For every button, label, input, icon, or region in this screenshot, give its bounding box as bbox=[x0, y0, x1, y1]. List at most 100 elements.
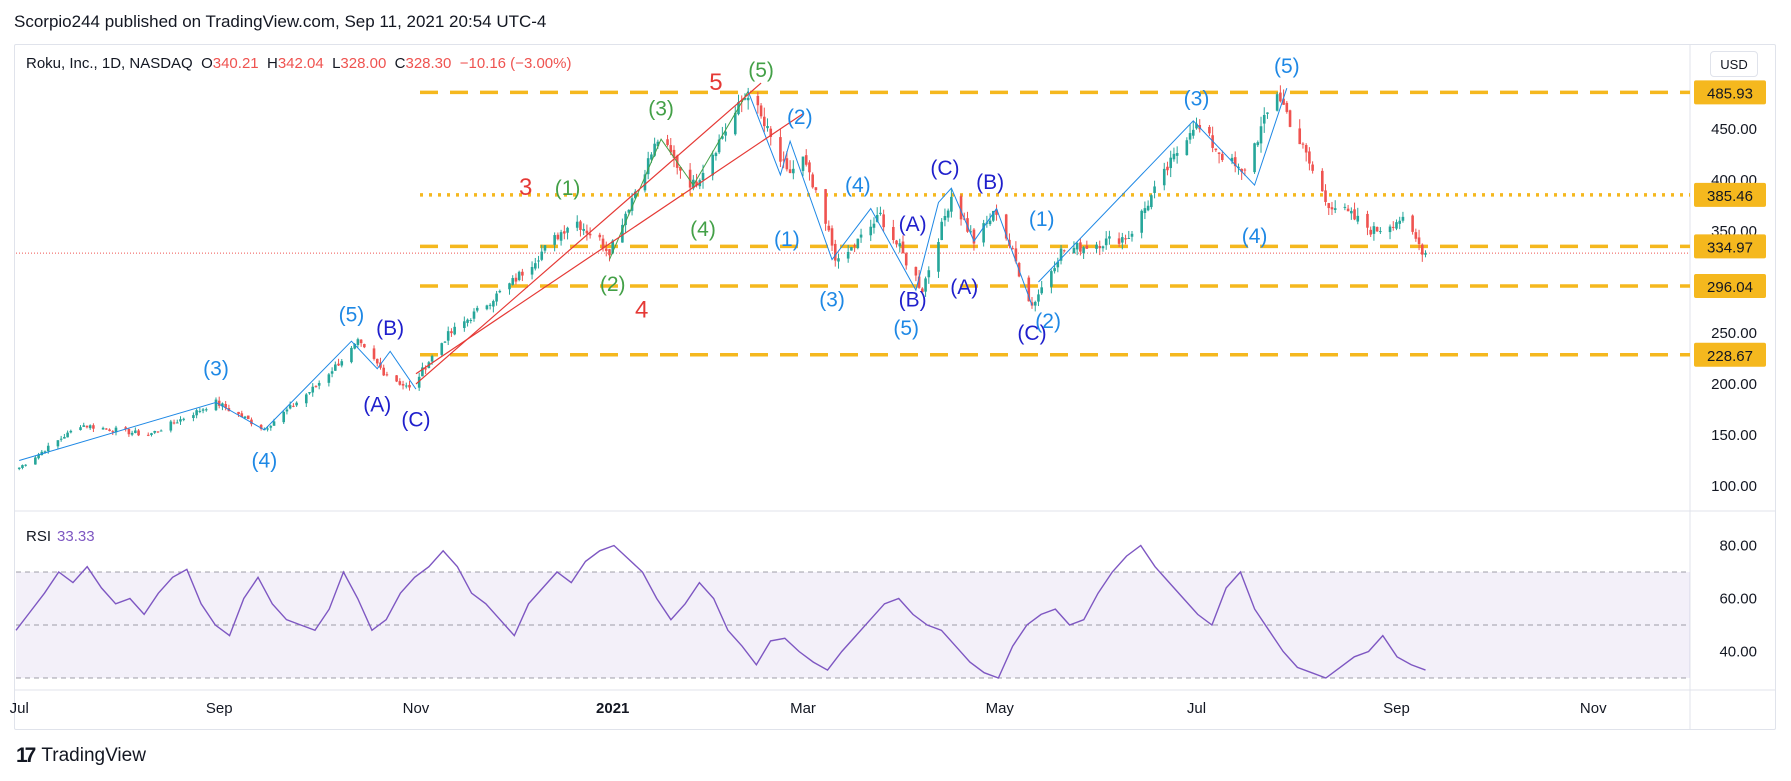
candle-body bbox=[488, 304, 492, 306]
candle-body bbox=[608, 249, 611, 256]
candle-body bbox=[946, 210, 950, 218]
candle-body bbox=[869, 226, 873, 236]
wave-label: (C) bbox=[1017, 322, 1046, 345]
currency-button[interactable]: USD bbox=[1710, 51, 1758, 77]
candle-body bbox=[1233, 157, 1237, 167]
candle-body bbox=[1172, 153, 1176, 160]
candle-body bbox=[950, 196, 953, 212]
candle-body bbox=[292, 405, 295, 407]
footer-brand[interactable]: 17 TradingView bbox=[16, 744, 146, 768]
candle-body bbox=[1095, 244, 1098, 249]
candle-body bbox=[992, 210, 995, 221]
candle-body bbox=[1195, 123, 1198, 129]
price-tick-label: 250.00 bbox=[1711, 325, 1757, 342]
candle-body bbox=[556, 234, 560, 240]
candle-body bbox=[1230, 157, 1234, 162]
candle-body bbox=[372, 348, 376, 359]
candle-body bbox=[1327, 203, 1331, 209]
candle-body bbox=[995, 209, 998, 215]
candle-body bbox=[530, 266, 534, 275]
candle-body bbox=[201, 409, 205, 411]
candle-body bbox=[1127, 238, 1131, 240]
candle-body bbox=[353, 343, 356, 349]
candle-body bbox=[63, 436, 66, 439]
candle-body bbox=[153, 430, 156, 433]
candle-body bbox=[1395, 222, 1398, 229]
candle-body bbox=[611, 240, 615, 254]
wave-label: (3) bbox=[1184, 87, 1210, 110]
candle-body bbox=[1308, 151, 1311, 164]
candle-body bbox=[943, 216, 947, 221]
time-tick-label: 2021 bbox=[596, 700, 629, 717]
candle-body bbox=[221, 403, 224, 407]
chart-frame bbox=[14, 44, 1776, 730]
candle-body bbox=[304, 394, 308, 404]
candle-body bbox=[240, 413, 244, 418]
rsi-title: RSI bbox=[26, 528, 52, 545]
candle-body bbox=[1311, 164, 1314, 171]
candle-body bbox=[92, 425, 95, 429]
candle-body bbox=[1266, 112, 1269, 114]
candle-body bbox=[446, 331, 450, 341]
footer-brand-text: TradingView bbox=[41, 745, 146, 766]
candle-body bbox=[1343, 206, 1347, 208]
candle-body bbox=[350, 347, 353, 363]
candle-body bbox=[811, 174, 814, 188]
price-level-value: 385.46 bbox=[1707, 188, 1753, 205]
candle-body bbox=[1240, 168, 1243, 172]
candle-body bbox=[1056, 261, 1060, 268]
candle-body bbox=[1333, 208, 1337, 210]
wave-label: (3) bbox=[648, 98, 674, 121]
candle-body bbox=[79, 427, 82, 431]
candle-body bbox=[156, 431, 160, 433]
candle-body bbox=[269, 426, 273, 428]
candle-body bbox=[308, 392, 311, 394]
candle-body bbox=[330, 371, 334, 374]
symbol-title[interactable]: Roku, Inc., 1D, NASDAQ bbox=[26, 55, 193, 72]
low-value: 328.00 bbox=[340, 55, 387, 72]
candle-body bbox=[424, 368, 427, 370]
time-tick-label: Nov bbox=[403, 700, 430, 717]
candle-body bbox=[340, 361, 344, 366]
candle-body bbox=[475, 307, 479, 311]
price-level-tag bbox=[1694, 234, 1766, 259]
candle-body bbox=[621, 224, 624, 243]
wave-label: (5) bbox=[748, 59, 774, 82]
candle-body bbox=[1117, 238, 1121, 244]
open-value: 340.21 bbox=[212, 55, 259, 72]
candle-body bbox=[924, 278, 927, 292]
candle-body bbox=[714, 153, 718, 157]
candle-body bbox=[205, 409, 208, 411]
wave-line-2021-impulse bbox=[1038, 88, 1288, 283]
wave-label: (2) bbox=[1035, 310, 1061, 333]
candle-body bbox=[1366, 213, 1369, 228]
candle-body bbox=[563, 231, 566, 234]
candle-body bbox=[917, 276, 921, 288]
candle-body bbox=[763, 116, 766, 127]
candle-body bbox=[630, 198, 634, 211]
candle-body bbox=[150, 433, 153, 436]
high-value: 342.04 bbox=[277, 55, 324, 72]
candle-body bbox=[88, 425, 92, 429]
candle-body bbox=[701, 172, 705, 181]
candle-body bbox=[1146, 205, 1150, 211]
rsi-line bbox=[15, 544, 1426, 679]
wave-label: (3) bbox=[203, 358, 229, 381]
candle-body bbox=[575, 221, 579, 228]
candle-body bbox=[282, 411, 286, 423]
candle-body bbox=[1237, 166, 1240, 169]
candle-body bbox=[1040, 287, 1043, 294]
wave-label: (2) bbox=[600, 273, 626, 296]
candle-body bbox=[833, 243, 837, 261]
candle-body bbox=[792, 168, 795, 174]
candle-body bbox=[114, 427, 118, 433]
candle-body bbox=[779, 137, 782, 162]
candle-body bbox=[327, 374, 331, 383]
candle-body bbox=[559, 232, 563, 241]
candle-body bbox=[724, 131, 727, 136]
candle-body bbox=[601, 238, 605, 249]
candle-body bbox=[469, 320, 473, 322]
candle-body bbox=[643, 174, 647, 191]
wave-label: (2) bbox=[787, 106, 813, 129]
